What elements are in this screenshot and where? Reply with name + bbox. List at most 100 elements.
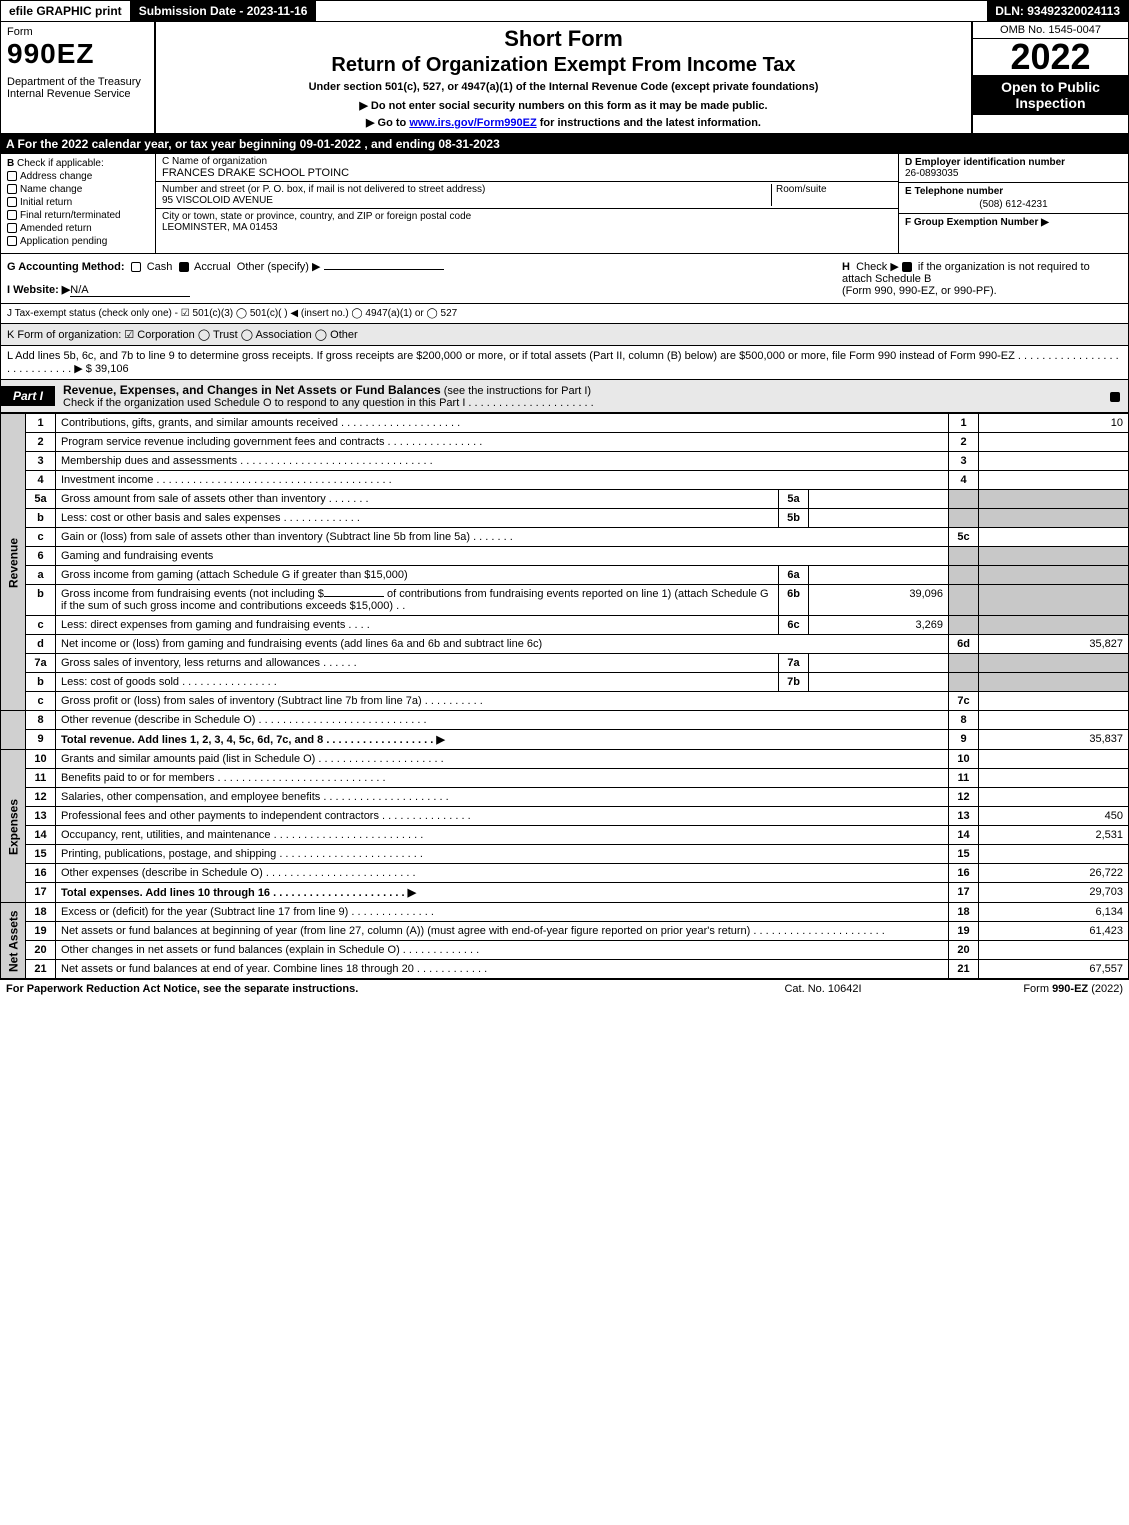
website-value: N/A <box>70 284 190 297</box>
table-row: 21Net assets or fund balances at end of … <box>1 960 1129 979</box>
table-row: Net Assets 18Excess or (deficit) for the… <box>1 903 1129 922</box>
open-to-public: Open to Public Inspection <box>973 75 1128 115</box>
main-title: Return of Organization Exempt From Incom… <box>164 54 963 77</box>
checkbox-icon <box>7 223 17 233</box>
line-14-value: 2,531 <box>979 826 1129 845</box>
dept-treasury: Department of the Treasury <box>7 76 148 88</box>
website-row: I Website: ▶N/A <box>7 283 842 297</box>
subtitle: Under section 501(c), 527, or 4947(a)(1)… <box>164 81 963 93</box>
dln-label: DLN: 93492320024113 <box>987 1 1128 21</box>
expenses-side-label: Expenses <box>1 750 26 903</box>
ein-label: D Employer identification number <box>905 157 1122 168</box>
table-row: 4Investment income . . . . . . . . . . .… <box>1 471 1129 490</box>
form-header: Form 990EZ Department of the Treasury In… <box>0 22 1129 134</box>
table-row: bLess: cost or other basis and sales exp… <box>1 509 1129 528</box>
checkbox-icon[interactable] <box>131 262 141 272</box>
check-address-change[interactable]: Address change <box>7 171 149 182</box>
row-a-tax-year: A For the 2022 calendar year, or tax yea… <box>0 134 1129 154</box>
table-row: 6Gaming and fundraising events <box>1 547 1129 566</box>
table-row: 7aGross sales of inventory, less returns… <box>1 654 1129 673</box>
irs-label: Internal Revenue Service <box>7 88 148 100</box>
page-footer: For Paperwork Reduction Act Notice, see … <box>0 979 1129 998</box>
table-row: 12Salaries, other compensation, and empl… <box>1 788 1129 807</box>
table-row: 13Professional fees and other payments t… <box>1 807 1129 826</box>
street-label: Number and street (or P. O. box, if mail… <box>162 184 767 195</box>
table-row: 20Other changes in net assets or fund ba… <box>1 941 1129 960</box>
table-row: bLess: cost of goods sold . . . . . . . … <box>1 673 1129 692</box>
table-row: bGross income from fundraising events (n… <box>1 585 1129 616</box>
top-bar: efile GRAPHIC print Submission Date - 20… <box>0 0 1129 22</box>
line-6b-value: 39,096 <box>809 585 949 616</box>
checkbox-icon <box>7 184 17 194</box>
tel-value: (508) 612-4231 <box>905 197 1122 210</box>
col-c-org-info: C Name of organization FRANCES DRAKE SCH… <box>156 154 898 253</box>
submission-date: Submission Date - 2023-11-16 <box>131 1 317 21</box>
checkbox-icon <box>7 210 17 220</box>
cat-no: Cat. No. 10642I <box>723 983 923 995</box>
table-row: 19Net assets or fund balances at beginni… <box>1 922 1129 941</box>
form-word: Form <box>7 26 148 38</box>
line-16-value: 26,722 <box>979 864 1129 883</box>
tax-year: 2022 <box>973 39 1128 75</box>
header-right: OMB No. 1545-0047 2022 Open to Public In… <box>973 22 1128 133</box>
line-21-value: 67,557 <box>979 960 1129 979</box>
table-row: dNet income or (loss) from gaming and fu… <box>1 635 1129 654</box>
short-form-title: Short Form <box>164 26 963 52</box>
checkbox-checked-icon[interactable] <box>179 262 189 272</box>
table-row: aGross income from gaming (attach Schedu… <box>1 566 1129 585</box>
table-row: 3Membership dues and assessments . . . .… <box>1 452 1129 471</box>
group-exemption-label: F Group Exemption Number ▶ <box>905 217 1122 228</box>
row-k-form-of-org: K Form of organization: ☑ Corporation ◯ … <box>0 324 1129 346</box>
checkbox-icon <box>7 236 17 246</box>
street-value: 95 VISCOLOID AVENUE <box>162 195 767 206</box>
city-label: City or town, state or province, country… <box>162 211 892 222</box>
table-row: 8Other revenue (describe in Schedule O) … <box>1 711 1129 730</box>
line-19-value: 61,423 <box>979 922 1129 941</box>
gross-receipts-amount: $ 39,106 <box>86 363 129 375</box>
check-amended-return[interactable]: Amended return <box>7 223 149 234</box>
part-i-header: Part I Revenue, Expenses, and Changes in… <box>0 380 1129 413</box>
row-l-gross-receipts: L Add lines 5b, 6c, and 7b to line 9 to … <box>0 346 1129 380</box>
table-row: 14Occupancy, rent, utilities, and mainte… <box>1 826 1129 845</box>
check-name-change[interactable]: Name change <box>7 184 149 195</box>
table-row: 2Program service revenue including gover… <box>1 433 1129 452</box>
form-ref: Form 990-EZ (2022) <box>923 983 1123 995</box>
org-name: FRANCES DRAKE SCHOOL PTOINC <box>162 167 892 179</box>
checkbox-icon <box>7 171 17 181</box>
checkbox-checked-icon[interactable] <box>902 262 912 272</box>
line-6d-value: 35,827 <box>979 635 1129 654</box>
net-assets-side-label: Net Assets <box>1 903 26 979</box>
name-label: C Name of organization <box>162 156 892 167</box>
check-final-return[interactable]: Final return/terminated <box>7 210 149 221</box>
table-row: cGross profit or (loss) from sales of in… <box>1 692 1129 711</box>
room-suite-label: Room/suite <box>772 184 892 206</box>
table-row: 16Other expenses (describe in Schedule O… <box>1 864 1129 883</box>
line-17-total-expenses: 29,703 <box>979 883 1129 903</box>
efile-print-label[interactable]: efile GRAPHIC print <box>1 1 131 21</box>
line-6c-value: 3,269 <box>809 616 949 635</box>
ein-value: 26-0893035 <box>905 168 1122 179</box>
tel-label: E Telephone number <box>905 186 1122 197</box>
line-9-total-revenue: 35,837 <box>979 730 1129 750</box>
line-1-value: 10 <box>979 414 1129 433</box>
checkbox-checked-icon[interactable] <box>1110 392 1120 402</box>
table-row: 5aGross amount from sale of assets other… <box>1 490 1129 509</box>
part-i-label: Part I <box>1 386 55 406</box>
row-j-tax-exempt: J Tax-exempt status (check only one) - ☑… <box>0 304 1129 324</box>
city-value: LEOMINSTER, MA 01453 <box>162 222 892 233</box>
table-row: cLess: direct expenses from gaming and f… <box>1 616 1129 635</box>
goto-note: ▶ Go to www.irs.gov/Form990EZ for instru… <box>164 116 963 129</box>
accounting-method: G Accounting Method: Cash Accrual Other … <box>7 260 842 273</box>
table-row: 15Printing, publications, postage, and s… <box>1 845 1129 864</box>
table-row: 11Benefits paid to or for members . . . … <box>1 769 1129 788</box>
check-initial-return[interactable]: Initial return <box>7 197 149 208</box>
part-i-table: Revenue 1 Contributions, gifts, grants, … <box>0 413 1129 979</box>
row-g-h: G Accounting Method: Cash Accrual Other … <box>0 254 1129 304</box>
checkbox-icon <box>7 197 17 207</box>
check-application-pending[interactable]: Application pending <box>7 236 149 247</box>
revenue-side-label: Revenue <box>1 414 26 711</box>
paperwork-notice: For Paperwork Reduction Act Notice, see … <box>6 983 723 995</box>
header-left: Form 990EZ Department of the Treasury In… <box>1 22 156 133</box>
irs-link[interactable]: www.irs.gov/Form990EZ <box>409 117 536 129</box>
header-center: Short Form Return of Organization Exempt… <box>156 22 973 133</box>
